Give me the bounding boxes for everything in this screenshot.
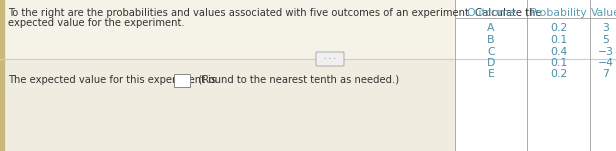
Text: 0.2: 0.2: [550, 23, 567, 33]
Text: 0.2: 0.2: [550, 69, 567, 79]
Text: 3: 3: [602, 23, 609, 33]
Text: Probability: Probability: [530, 8, 587, 18]
Bar: [174, 74, 190, 87]
Text: · · ·: · · ·: [324, 55, 336, 64]
FancyBboxPatch shape: [316, 52, 344, 66]
Text: 7: 7: [602, 69, 609, 79]
Text: E: E: [487, 69, 495, 79]
Bar: [0, 59, 455, 151]
Bar: [0, 0, 4, 151]
Text: −4: −4: [598, 58, 614, 68]
Text: 0.4: 0.4: [550, 47, 567, 57]
Text: C: C: [487, 47, 495, 57]
Text: The expected value for this experiment is: The expected value for this experiment i…: [8, 75, 216, 85]
Bar: [455, 0, 616, 151]
Text: To the right are the probabilities and values associated with five outcomes of a: To the right are the probabilities and v…: [8, 8, 541, 18]
Text: D: D: [487, 58, 495, 68]
Text: Value: Value: [591, 8, 616, 18]
Text: 0.1: 0.1: [550, 35, 567, 45]
Text: −3: −3: [598, 47, 614, 57]
Text: A: A: [487, 23, 495, 33]
Text: expected value for the experiment.: expected value for the experiment.: [8, 18, 185, 28]
Text: 5: 5: [602, 35, 609, 45]
Text: . (Round to the nearest tenth as needed.): . (Round to the nearest tenth as needed.…: [192, 75, 399, 85]
Bar: [0, 0, 455, 59]
Text: 0.1: 0.1: [550, 58, 567, 68]
Text: Outcome: Outcome: [466, 8, 516, 18]
Text: B: B: [487, 35, 495, 45]
